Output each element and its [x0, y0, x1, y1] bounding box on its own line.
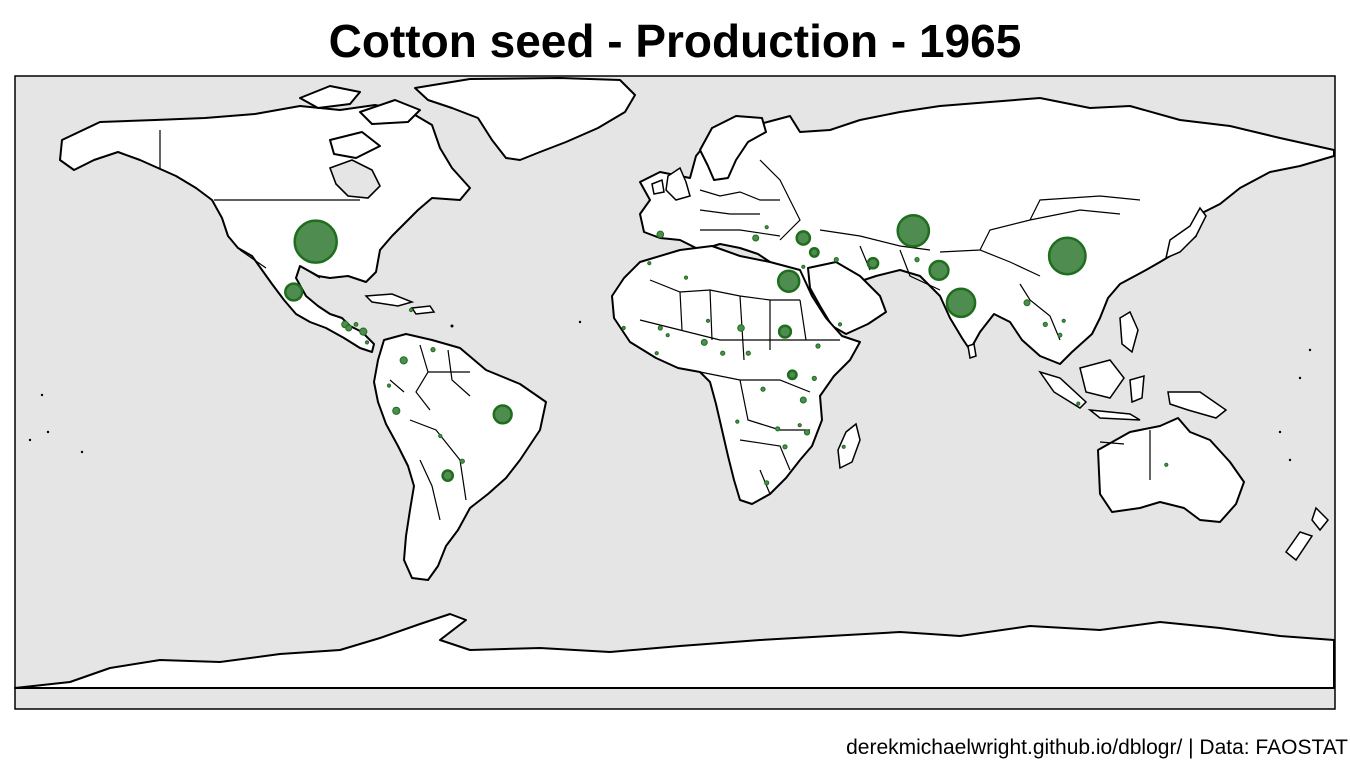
java [1087, 409, 1141, 421]
bubble-indonesia [1076, 401, 1081, 406]
bubble-senegal [621, 325, 626, 331]
bubble-venezuela [430, 347, 436, 353]
bubble-bolivia [438, 433, 443, 439]
bubble-yemen [837, 322, 843, 327]
bubble-spain [656, 230, 665, 239]
north-america [59, 104, 471, 353]
greenland [414, 77, 636, 161]
sri-lanka [967, 343, 977, 359]
bubble-honduras [353, 322, 359, 327]
bubble-cambodia [1057, 332, 1063, 338]
bubble-costa-rica [364, 340, 370, 345]
bubble-paraguay [459, 458, 465, 464]
bubble-iran [866, 256, 880, 270]
bubble-madagascar [841, 444, 846, 449]
bubble-pakistan [928, 259, 950, 282]
sulawesi [1129, 374, 1145, 404]
country-borders [159, 130, 1151, 521]
bubble-bulgaria [764, 225, 769, 230]
bubble-greece [752, 234, 760, 242]
arabian-peninsula [807, 261, 887, 335]
madagascar [837, 422, 861, 470]
bubble-nigeria [700, 338, 708, 346]
bubble-malawi [797, 423, 802, 428]
great-britain [665, 166, 691, 201]
bubble-argentina [441, 469, 455, 482]
hudson-bay [328, 159, 381, 199]
bubble-ethiopia [815, 343, 821, 349]
bubble-vietnam [1061, 318, 1066, 323]
bubble-ecuador [386, 383, 392, 388]
bubble-zambia [775, 426, 781, 432]
bubble-south-africa [764, 480, 770, 486]
bubble-burma [1023, 299, 1031, 307]
bubble-ussr [896, 213, 931, 248]
bubble-tanzania [799, 396, 807, 404]
bubble-congo [760, 386, 766, 392]
bubble-brazil [492, 404, 513, 425]
bubble-peru [392, 406, 401, 415]
map-frame [14, 75, 1336, 710]
bubble-colombia [399, 356, 408, 365]
sumatra [1038, 370, 1088, 409]
bubble-angola [735, 419, 740, 424]
bubble-israel [801, 264, 806, 269]
cuba [364, 293, 415, 307]
south-america [373, 333, 547, 581]
new-guinea [1167, 391, 1228, 419]
bubble-cameroon [720, 350, 726, 356]
new-zealand [1284, 506, 1330, 562]
bubble-niger [705, 318, 711, 323]
production-bubbles [284, 213, 1169, 486]
bubble-chad [737, 324, 745, 332]
bubble-turkey [795, 230, 812, 246]
bubble-iraq [833, 257, 839, 263]
land-layer [14, 77, 1335, 689]
bubble-australia [1164, 462, 1169, 467]
bubble-egypt [776, 269, 801, 293]
bubble-rhodesia [782, 444, 788, 450]
australia [1097, 417, 1245, 523]
bubble-sudan [777, 324, 793, 339]
bubble-afghanistan [914, 257, 920, 263]
bubble-haiti [408, 307, 414, 313]
bubble-mozambique [803, 429, 811, 436]
japan [1164, 206, 1207, 260]
africa [611, 245, 861, 505]
antarctica [14, 613, 1335, 689]
hispaniola [410, 305, 436, 315]
arctic-islands [299, 85, 421, 159]
source-caption: derekmichaelwright.github.io/dblogr/ | D… [846, 736, 1348, 759]
ireland [651, 178, 665, 195]
bubble-kenya [811, 375, 817, 381]
scandinavia [699, 115, 767, 181]
bubble-china [1047, 236, 1087, 276]
bubble-central-african-republic [745, 350, 751, 356]
bubble-algeria [683, 275, 689, 280]
bubble-ivory-coast [654, 351, 659, 356]
bubble-mali [657, 325, 663, 331]
philippines [1119, 310, 1139, 354]
small-islands [28, 320, 1312, 462]
bubble-syria [808, 246, 820, 258]
borneo [1079, 359, 1125, 399]
bubble-thailand [1042, 321, 1048, 327]
bubble-nicaragua [359, 327, 368, 336]
bubble-morocco [647, 261, 652, 266]
bubble-el-salvador [345, 324, 353, 332]
bubble-upper-volta [665, 333, 670, 338]
bubble-uganda [786, 369, 798, 381]
bubble-india [945, 287, 977, 319]
bubble-mexico [284, 282, 304, 302]
map-title: Cotton seed - Production - 1965 [328, 15, 1022, 67]
bubble-united-states [293, 219, 338, 264]
